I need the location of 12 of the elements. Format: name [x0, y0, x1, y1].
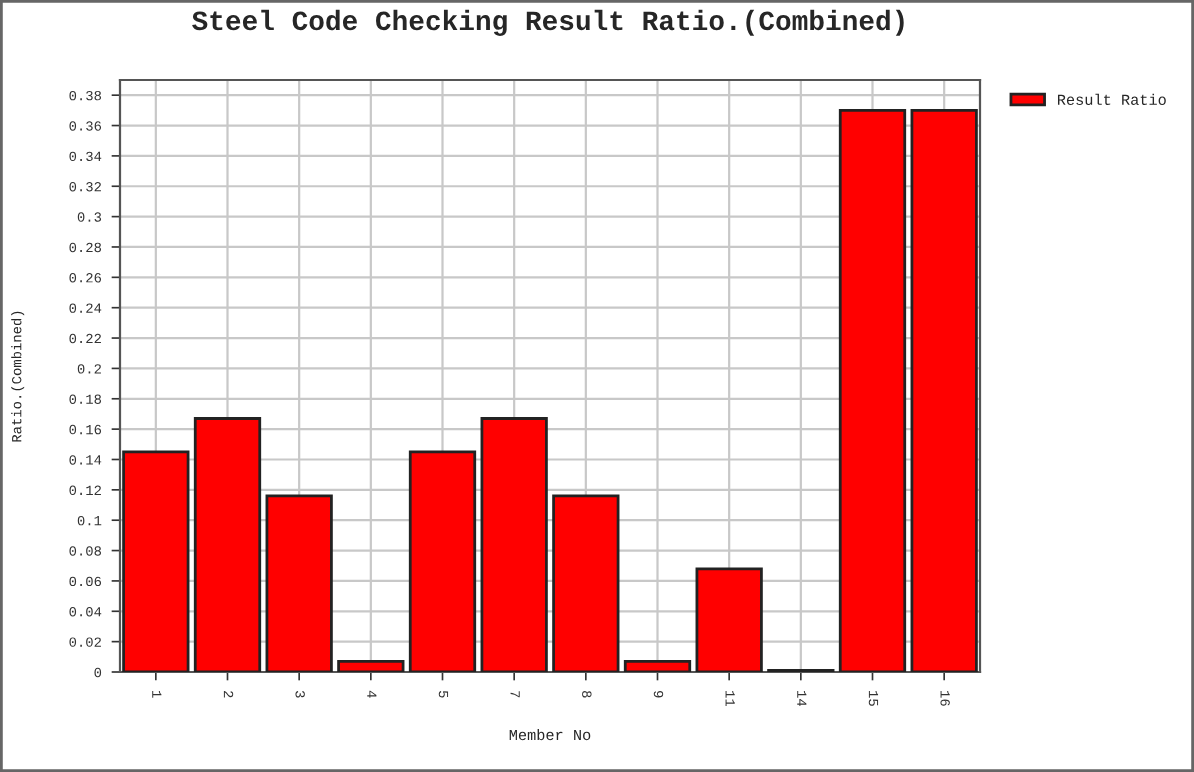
- chart-title: Steel Code Checking Result Ratio.(Combined): [192, 9, 904, 36]
- bar: [122, 450, 190, 672]
- bar: [408, 450, 477, 672]
- bar: [623, 659, 692, 672]
- bar: [695, 567, 763, 672]
- bar: [265, 494, 333, 672]
- bar: [552, 494, 620, 672]
- bar: [910, 108, 978, 672]
- bar: [838, 108, 907, 672]
- bar: [337, 659, 405, 672]
- bar: [480, 417, 548, 672]
- bar: [193, 417, 262, 672]
